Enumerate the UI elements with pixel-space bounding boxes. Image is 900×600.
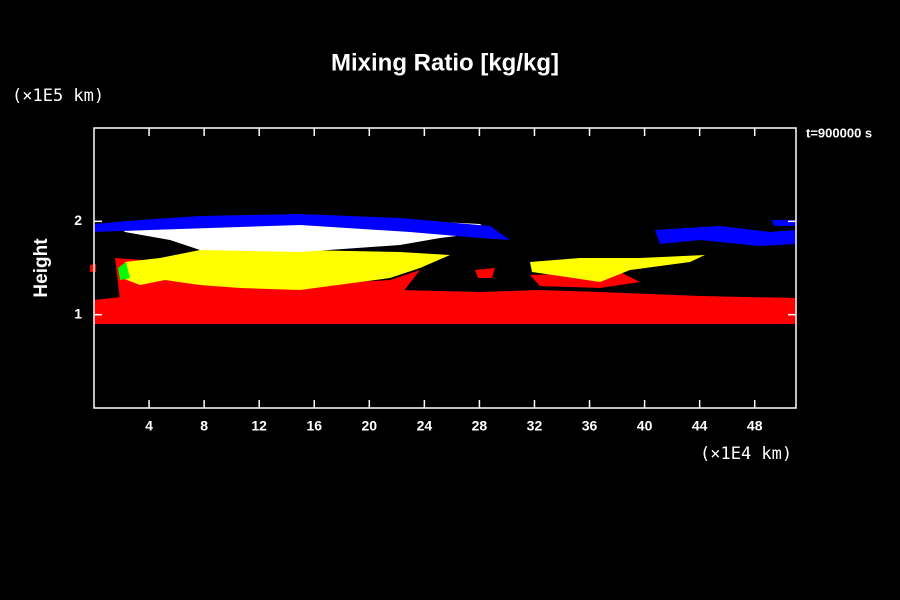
y-axis-label: Height (31, 238, 52, 298)
x-tick-label: 28 (472, 418, 488, 434)
x-tick-label: 32 (527, 418, 543, 434)
time-annotation: t=900000 s (806, 125, 872, 140)
x-tick-label: 20 (362, 418, 378, 434)
y-tick-label: 1 (74, 305, 82, 321)
plot-frame (93, 127, 797, 409)
x-tick-label: 8 (200, 418, 208, 434)
x-tick-label: 16 (306, 418, 322, 434)
x-tick-label: 44 (692, 418, 708, 434)
x-tick-label: 24 (417, 418, 433, 434)
x-tick-label: 48 (747, 418, 763, 434)
chart-title: Mixing Ratio [kg/kg] (331, 49, 559, 76)
x-tick-label: 36 (582, 418, 598, 434)
x-unit: (×1E4 km) (700, 444, 792, 464)
y-unit: (×1E5 km) (12, 86, 104, 106)
contour-fill (90, 214, 796, 324)
y-tick-label: 2 (74, 212, 82, 228)
x-tick-label: 4 (145, 418, 153, 434)
x-tick-label: 12 (251, 418, 267, 434)
x-tick-label: 40 (637, 418, 653, 434)
